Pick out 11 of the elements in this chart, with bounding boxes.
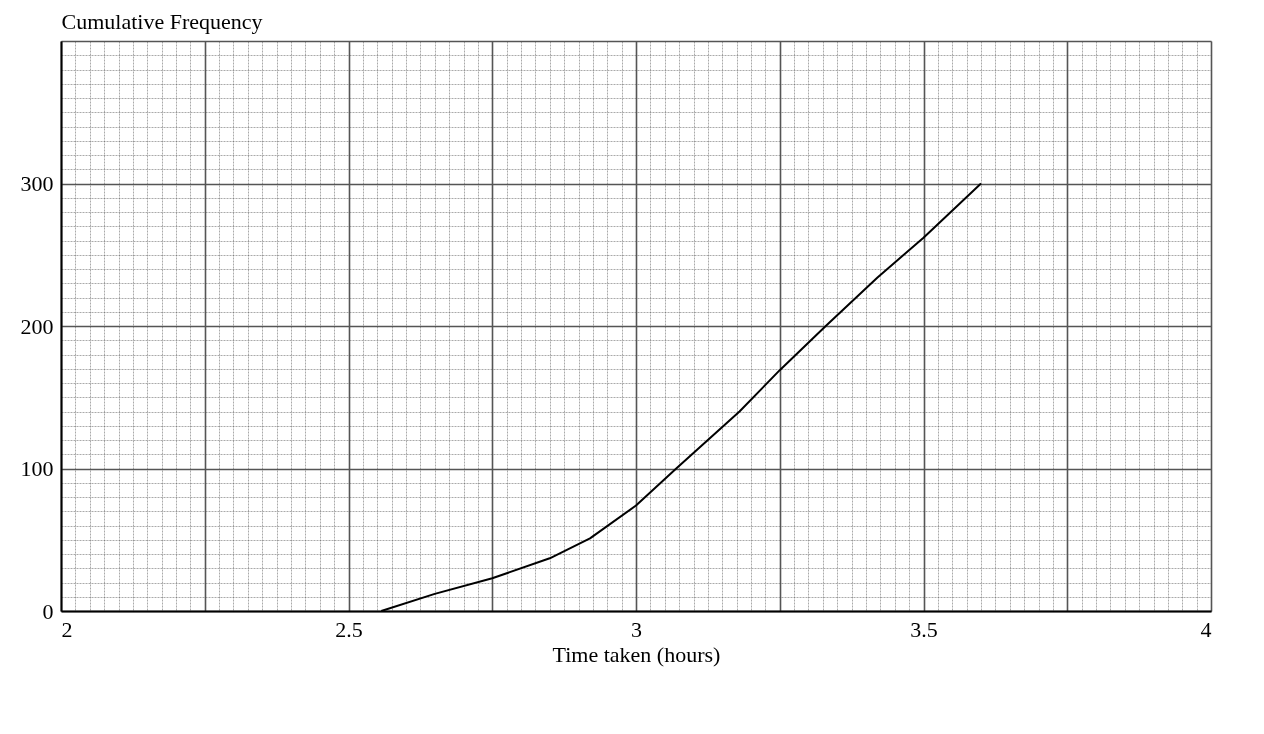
x-tick-label: 2.5 <box>335 616 363 642</box>
y-axis-title: Cumulative Frequency <box>61 8 263 34</box>
x-tick-label: 3 <box>631 616 642 642</box>
x-axis-title: Time taken (hours) <box>552 641 721 667</box>
y-tick-label: 300 <box>20 171 54 196</box>
x-tick-label: 3.5 <box>910 616 938 642</box>
y-tick-label: 0 <box>42 598 54 624</box>
x-tick-label: 2 <box>61 616 73 642</box>
x-tick-label: 4 <box>1200 616 1212 642</box>
y-tick-label: 200 <box>20 313 54 339</box>
y-tick-label: 100 <box>20 456 54 481</box>
